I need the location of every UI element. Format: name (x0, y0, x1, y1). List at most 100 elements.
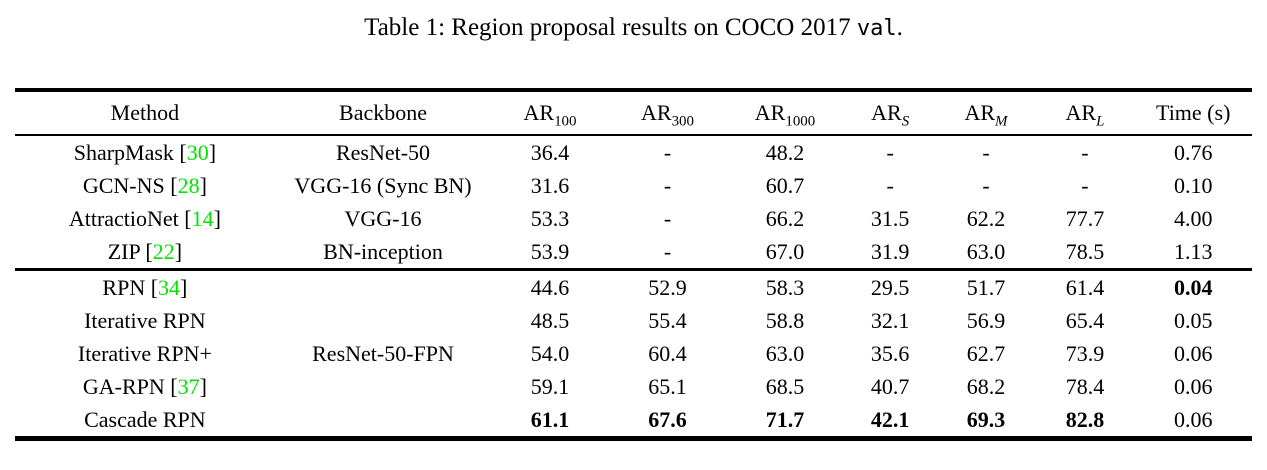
table-header-row: Method Backbone AR100 AR300 AR1000 ARS A… (15, 90, 1252, 136)
citation-link[interactable]: 30 (186, 139, 209, 165)
col-header-time: Time (s) (1134, 90, 1252, 136)
value-cell: - (663, 139, 672, 165)
table-row: ZIP [22] BN-inception 53.9 - 67.0 31.9 63.0 78.… (15, 235, 1252, 270)
backbone-cell: VGG-16 (344, 205, 422, 231)
value-cell: 63.0 (765, 340, 805, 366)
subscript-L: L (1096, 113, 1105, 130)
backbone-cell: BN-inception (323, 238, 443, 264)
caption-period: . (896, 14, 903, 41)
value-cell: - (982, 139, 990, 165)
value-cell: 58.8 (765, 307, 805, 333)
value-cell: 58.3 (765, 274, 805, 300)
value-cell: - (1081, 172, 1089, 198)
subscript-M: M (995, 113, 1008, 130)
subscript-100: 100 (554, 113, 577, 130)
citation-link[interactable]: 34 (158, 274, 181, 300)
value-cell: 35.6 (870, 340, 910, 366)
method-cell: RPN [34] (102, 274, 188, 300)
value-cell: 66.2 (765, 205, 805, 231)
citation-link[interactable]: 14 (191, 205, 214, 231)
value-cell: 65.4 (1065, 307, 1105, 333)
value-cell: 52.9 (648, 274, 687, 300)
method-cell: ZIP [22] (107, 238, 183, 264)
table-row: Iterative RPN 48.5 55.4 58.8 32.1 56.9 65.4 0.0… (15, 304, 1252, 337)
table-row: AttractioNet [14] VGG-16 53.3 - 66.2 31.5 62.2… (15, 202, 1252, 235)
table-row: Iterative RPN+ 54.0 60.4 63.0 35.6 62.7 73.9 0.… (15, 337, 1252, 370)
subscript-300: 300 (671, 113, 695, 130)
value-cell: 61.4 (1065, 274, 1105, 300)
backbone-cell: ResNet-50 (335, 139, 431, 165)
value-cell: 31.6 (530, 172, 570, 198)
col-header-ar1000: AR1000 (726, 90, 844, 136)
table-caption: Table 1: Region proposal results on COCO… (0, 0, 1267, 46)
table-row: Cascade RPN 61.1 67.6 71.7 42.1 69.3 82.8 0.06 (15, 403, 1252, 439)
value-cell: 59.1 (530, 373, 570, 399)
value-cell: - (982, 172, 990, 198)
value-cell: 69.3 (966, 406, 1006, 432)
table-section-1: SharpMask [30] ResNet-50 36.4 - 48.2 - - - 0.76 G… (15, 135, 1252, 270)
value-cell: 0.10 (1173, 172, 1213, 198)
value-cell: 73.9 (1065, 340, 1105, 366)
col-header-method: Method (15, 90, 275, 136)
value-cell: 67.6 (648, 406, 687, 432)
value-cell: 1.13 (1173, 238, 1213, 264)
caption-text: Table 1: Region proposal results on COCO… (364, 14, 857, 41)
subscript-S: S (901, 113, 910, 130)
value-cell: 48.2 (765, 139, 805, 165)
subscript-1000: 1000 (785, 113, 816, 130)
method-cell: AttractioNet [14] (68, 205, 221, 231)
value-cell: 0.06 (1173, 340, 1213, 366)
col-header-ar100: AR100 (491, 90, 609, 136)
value-cell: 4.00 (1173, 205, 1213, 231)
table-row: RPN [34] ResNet-50-FPN 44.6 52.9 58.3 29.5 51.… (15, 270, 1252, 366)
value-cell: - (1081, 139, 1089, 165)
value-cell: 44.6 (530, 274, 570, 300)
method-cell: GCN-NS [28] (82, 172, 207, 198)
value-cell: 53.3 (530, 205, 570, 231)
method-cell: Iterative RPN+ (77, 340, 212, 366)
caption-mono-val: val (856, 16, 897, 41)
col-header-ar-large: ARL (1035, 90, 1135, 136)
value-cell: 82.8 (1065, 406, 1105, 432)
value-cell: 63.0 (966, 238, 1006, 264)
value-cell: 40.7 (870, 373, 910, 399)
value-cell: 78.4 (1065, 373, 1105, 399)
col-header-ar-medium: ARM (936, 90, 1036, 136)
value-cell: 0.05 (1173, 307, 1213, 333)
value-cell: 55.4 (648, 307, 687, 333)
col-header-backbone: Backbone (274, 90, 492, 136)
value-cell: 48.5 (530, 307, 570, 333)
value-cell: 29.5 (870, 274, 910, 300)
value-cell: 42.1 (870, 406, 910, 432)
value-cell: 32.1 (870, 307, 910, 333)
value-cell: 61.1 (530, 406, 570, 432)
value-cell: - (663, 205, 672, 231)
table-section-2: RPN [34] ResNet-50-FPN 44.6 52.9 58.3 29.5 51.… (15, 269, 1252, 439)
value-cell: 51.7 (966, 274, 1006, 300)
value-cell: 67.0 (765, 238, 805, 264)
value-cell: - (886, 139, 894, 165)
value-cell: 78.5 (1065, 238, 1105, 264)
value-cell: - (663, 172, 672, 198)
method-cell: Cascade RPN (84, 406, 206, 432)
value-cell: 68.2 (966, 373, 1006, 399)
value-cell: 0.04 (1173, 274, 1213, 300)
table-row: GA-RPN [37] 59.1 65.1 68.5 40.7 68.2 78.4 0.06 (15, 370, 1252, 403)
value-cell: 62.7 (966, 340, 1006, 366)
method-cell: GA-RPN [37] (82, 373, 207, 399)
citation-link[interactable]: 37 (177, 373, 200, 399)
value-cell: 0.06 (1173, 406, 1213, 432)
value-cell: 71.7 (765, 406, 805, 432)
value-cell: 77.7 (1065, 205, 1105, 231)
citation-link[interactable]: 28 (177, 172, 200, 198)
table-row: SharpMask [30] ResNet-50 36.4 - 48.2 - - - 0.76 (15, 135, 1252, 169)
citation-link[interactable]: 22 (152, 238, 175, 264)
value-cell: 36.4 (530, 139, 570, 165)
value-cell: - (886, 172, 894, 198)
value-cell: 31.9 (870, 238, 910, 264)
method-cell: SharpMask [30] (73, 139, 217, 165)
value-cell: 0.76 (1173, 139, 1213, 165)
value-cell: 31.5 (870, 205, 910, 231)
col-header-ar300: AR300 (608, 90, 727, 136)
value-cell: - (663, 238, 672, 264)
